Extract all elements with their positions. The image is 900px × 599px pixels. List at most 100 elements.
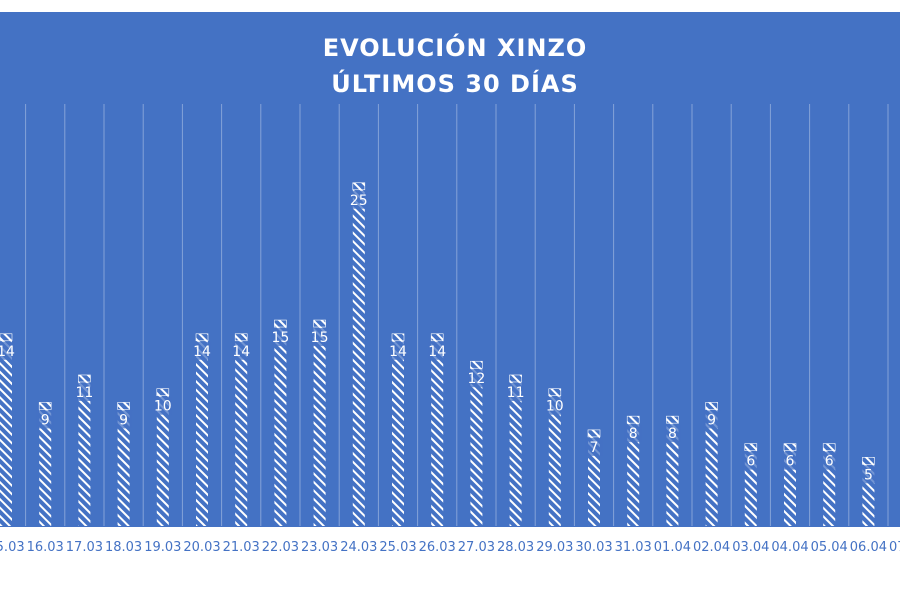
chart-title-line-1: EVOLUCIÓN XINZO xyxy=(323,32,588,62)
data-label-bg-28.03 xyxy=(506,382,525,401)
bar-cap-21.03 xyxy=(234,333,248,342)
tick-label-17.03: 17.03 xyxy=(66,540,103,555)
bar-cap-04.04 xyxy=(783,443,797,451)
bar-cap-02.04 xyxy=(705,402,718,410)
tick-label-28.03: 28.03 xyxy=(497,540,534,555)
bar-cap-01.04 xyxy=(666,415,679,424)
tick-label-02.04: 02.04 xyxy=(693,540,730,555)
data-label-bg-25.03 xyxy=(389,341,407,360)
bar-02.04 xyxy=(705,402,718,526)
bar-01.04 xyxy=(666,416,679,526)
tick-label-20.03: 20.03 xyxy=(183,540,220,555)
bar-cap-22.03 xyxy=(274,319,287,328)
data-label-20.03: 14 xyxy=(193,344,211,360)
tick-label-31.03: 31.03 xyxy=(615,540,652,555)
bar-26.03 xyxy=(431,333,444,526)
data-label-bg-23.03 xyxy=(310,328,329,347)
data-label-23.03: 15 xyxy=(311,330,329,346)
bar-21.03 xyxy=(235,333,248,526)
data-label-bg-18.03 xyxy=(114,410,133,429)
bar-31.03 xyxy=(627,416,640,526)
data-label-25.03: 14 xyxy=(389,344,407,360)
data-label-bg-30.03 xyxy=(585,437,603,456)
tick-label-18.03: 18.03 xyxy=(105,540,142,555)
data-label-24.03: 25 xyxy=(350,193,368,209)
tick-label-07.04: 07.04 xyxy=(889,540,900,555)
bar-cap-03.04 xyxy=(744,443,758,451)
tick-label-21.03: 21.03 xyxy=(223,540,260,555)
tick-label-19.03: 19.03 xyxy=(144,540,181,555)
data-label-bg-22.03 xyxy=(271,328,290,347)
bar-cap-29.03 xyxy=(548,388,562,397)
tick-label-01.04: 01.04 xyxy=(654,540,691,555)
bar-cap-17.03 xyxy=(78,374,91,383)
bar-23.03 xyxy=(313,320,326,526)
bar-cap-26.03 xyxy=(430,333,444,342)
data-label-bg-24.03 xyxy=(349,190,368,209)
chart-title-line-2: ÚLTIMOS 30 DÍAS xyxy=(331,68,579,98)
data-label-bg-04.04 xyxy=(781,451,799,470)
plot-background xyxy=(0,12,900,527)
bar-cap-28.03 xyxy=(509,374,522,383)
data-label-bg-16.03 xyxy=(36,410,55,429)
data-label-bg-19.03 xyxy=(153,396,172,415)
bar-19.03 xyxy=(156,388,169,526)
tick-label-30.03: 30.03 xyxy=(575,540,612,555)
data-label-bg-15.03 xyxy=(0,341,15,360)
tick-label-06.04: 06.04 xyxy=(850,540,887,555)
data-label-bg-17.03 xyxy=(75,382,94,401)
data-label-bg-27.03 xyxy=(467,369,486,388)
data-label-18.03: 9 xyxy=(119,412,128,428)
tick-label-24.03: 24.03 xyxy=(340,540,377,555)
tick-label-04.04: 04.04 xyxy=(771,540,808,555)
data-label-03.04: 6 xyxy=(746,454,755,470)
data-label-26.03: 14 xyxy=(428,344,446,360)
tick-label-26.03: 26.03 xyxy=(419,540,456,555)
bar-cap-27.03 xyxy=(470,360,483,369)
bar-cap-18.03 xyxy=(117,402,130,410)
x-axis-tick-labels: 15.0316.0317.0318.0319.0320.0321.0322.03… xyxy=(0,540,900,555)
data-label-bg-06.04 xyxy=(859,465,878,484)
bar-27.03 xyxy=(470,361,483,526)
gridlines xyxy=(25,104,889,526)
bar-28.03 xyxy=(509,374,522,526)
bar-cap-20.03 xyxy=(195,333,209,342)
data-label-bg-02.04 xyxy=(702,410,721,429)
tick-label-27.03: 27.03 xyxy=(458,540,495,555)
data-label-06.04: 5 xyxy=(864,467,873,483)
tick-label-15.03: 15.03 xyxy=(0,540,25,555)
data-label-05.04: 6 xyxy=(825,454,834,470)
bar-cap-30.03 xyxy=(587,429,601,438)
tick-label-16.03: 16.03 xyxy=(27,540,64,555)
bar-cap-05.04 xyxy=(822,443,836,451)
tick-label-03.04: 03.04 xyxy=(732,540,769,555)
bar-cap-25.03 xyxy=(391,333,405,342)
data-label-04.04: 6 xyxy=(786,454,795,470)
data-label-28.03: 11 xyxy=(507,385,525,401)
bar-29.03 xyxy=(548,388,561,526)
data-label-bg-31.03 xyxy=(624,424,643,443)
bar-17.03 xyxy=(78,374,91,526)
data-label-17.03: 11 xyxy=(75,385,93,401)
tick-label-05.04: 05.04 xyxy=(811,540,848,555)
tick-label-29.03: 29.03 xyxy=(536,540,573,555)
bar-cap-23.03 xyxy=(313,319,326,328)
data-label-02.04: 9 xyxy=(707,412,716,428)
data-label-16.03: 9 xyxy=(41,412,50,428)
data-label-bg-05.04 xyxy=(820,451,839,470)
tick-label-25.03: 25.03 xyxy=(379,540,416,555)
data-label-22.03: 15 xyxy=(271,330,289,346)
data-label-27.03: 12 xyxy=(467,371,485,387)
bar-24.03 xyxy=(352,182,365,526)
bar-cap-06.04 xyxy=(862,457,875,465)
bar-20.03 xyxy=(196,333,208,526)
data-label-21.03: 14 xyxy=(232,344,250,360)
data-label-bg-03.04 xyxy=(741,451,760,470)
bar-15.03 xyxy=(0,333,12,526)
bar-cap-31.03 xyxy=(626,415,640,424)
bar-cap-24.03 xyxy=(352,182,366,191)
data-label-31.03: 8 xyxy=(629,426,638,442)
data-label-30.03: 7 xyxy=(590,440,599,456)
